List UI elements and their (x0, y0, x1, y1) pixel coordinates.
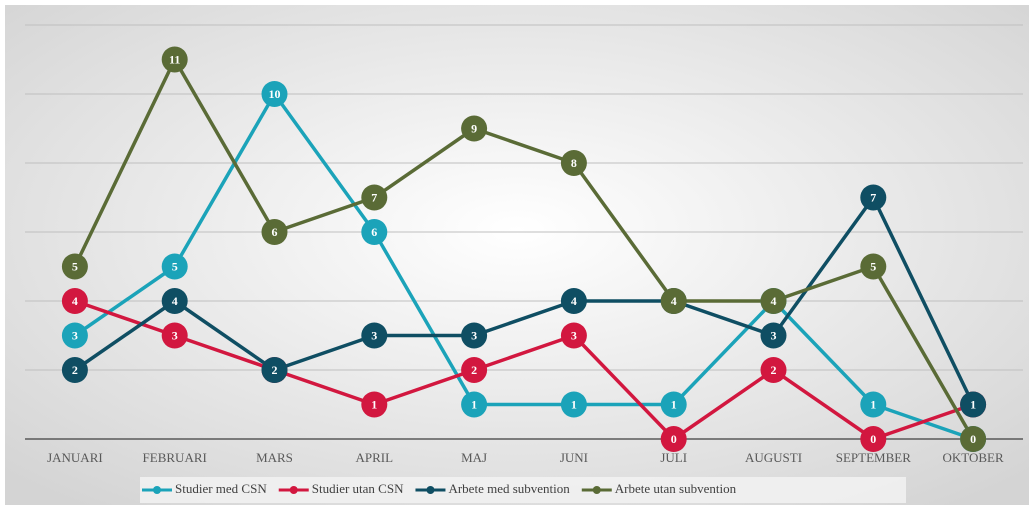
x-tick-label: MAJ (461, 450, 487, 465)
series-line (73, 195, 975, 406)
data-point (461, 357, 488, 383)
data-point (161, 322, 188, 349)
data-point (860, 253, 887, 280)
data-point (960, 426, 987, 452)
data-label: 3 (771, 328, 777, 342)
data-point (461, 322, 488, 349)
x-tick-label: OKTOBER (943, 450, 1004, 465)
data-label: 6 (272, 225, 278, 239)
legend-label: Studier med CSN (175, 481, 267, 496)
data-label: 7 (870, 190, 876, 204)
data-label: 0 (870, 432, 876, 446)
legend-label: Arbete med subvention (448, 481, 570, 496)
data-point (560, 288, 587, 314)
data-point (560, 322, 587, 349)
x-tick-label: JULI (660, 450, 687, 465)
legend-swatch-marker (426, 486, 435, 494)
data-point (361, 391, 388, 418)
data-point (61, 322, 88, 349)
data-point (161, 288, 188, 314)
data-label: 10 (269, 87, 281, 101)
data-label: 1 (371, 397, 377, 411)
legend-label: Arbete utan subvention (615, 481, 737, 496)
data-label: 9 (471, 121, 477, 135)
data-point (361, 184, 388, 211)
data-point (760, 288, 787, 314)
data-point (61, 253, 88, 280)
data-label: 1 (571, 397, 577, 411)
data-label: 5 (870, 259, 876, 273)
data-point (560, 391, 587, 418)
data-label: 1 (970, 397, 976, 411)
data-label: 0 (970, 432, 976, 446)
data-label: 0 (671, 432, 677, 446)
legend-label: Studier utan CSN (312, 481, 404, 496)
data-point (161, 46, 188, 73)
data-label: 6 (371, 225, 377, 239)
x-tick-label: AUGUSTI (745, 450, 802, 465)
data-label: 2 (272, 363, 278, 377)
data-label: 8 (571, 156, 577, 170)
series-line (73, 57, 975, 440)
data-point (660, 288, 687, 314)
series-line (73, 92, 974, 441)
x-tick-label: JUNI (560, 450, 588, 465)
data-point (361, 219, 388, 245)
data-label: 2 (471, 363, 477, 377)
data-point (960, 391, 987, 418)
data-point (261, 357, 288, 383)
data-label: 3 (471, 328, 477, 342)
data-point (860, 184, 887, 211)
data-point (860, 426, 887, 452)
legend-swatch-marker (289, 486, 298, 494)
data-label: 4 (72, 294, 78, 308)
data-point (61, 288, 88, 314)
data-label: 1 (471, 397, 477, 411)
data-point (560, 150, 587, 176)
data-label: 3 (72, 328, 78, 342)
data-label: 3 (571, 328, 577, 342)
data-point (860, 391, 887, 418)
data-label: 4 (671, 294, 677, 308)
x-tick-label: FEBRUARI (143, 450, 207, 465)
data-point (660, 426, 687, 452)
x-tick-label: SEPTEMBER (836, 450, 911, 465)
data-point (61, 357, 88, 383)
data-label: 5 (72, 259, 78, 273)
legend-swatch-marker (153, 486, 161, 494)
data-label: 7 (371, 190, 377, 204)
data-point (660, 391, 687, 418)
data-label: 4 (571, 294, 577, 308)
x-tick-label: JANUARI (47, 450, 103, 465)
legend-swatch-marker (592, 486, 601, 494)
data-label: 4 (172, 294, 178, 308)
data-label: 3 (172, 328, 178, 342)
data-point (760, 357, 787, 383)
data-label: 2 (771, 363, 777, 377)
data-point (161, 253, 188, 280)
data-label: 1 (671, 397, 677, 411)
data-label: 2 (72, 363, 78, 377)
data-point (461, 391, 488, 418)
x-tick-label: APRIL (356, 450, 394, 465)
data-label: 4 (771, 294, 777, 308)
data-point (461, 115, 488, 142)
data-label: 1 (870, 397, 876, 411)
data-label: 5 (172, 259, 178, 273)
legend-box (140, 477, 906, 503)
data-label: 11 (169, 52, 180, 66)
data-point (760, 322, 787, 349)
data-point (261, 219, 288, 245)
data-point (361, 322, 388, 349)
x-tick-label: MARS (256, 450, 293, 465)
data-point (261, 81, 288, 107)
data-label: 3 (371, 328, 377, 342)
series-line (74, 299, 974, 441)
